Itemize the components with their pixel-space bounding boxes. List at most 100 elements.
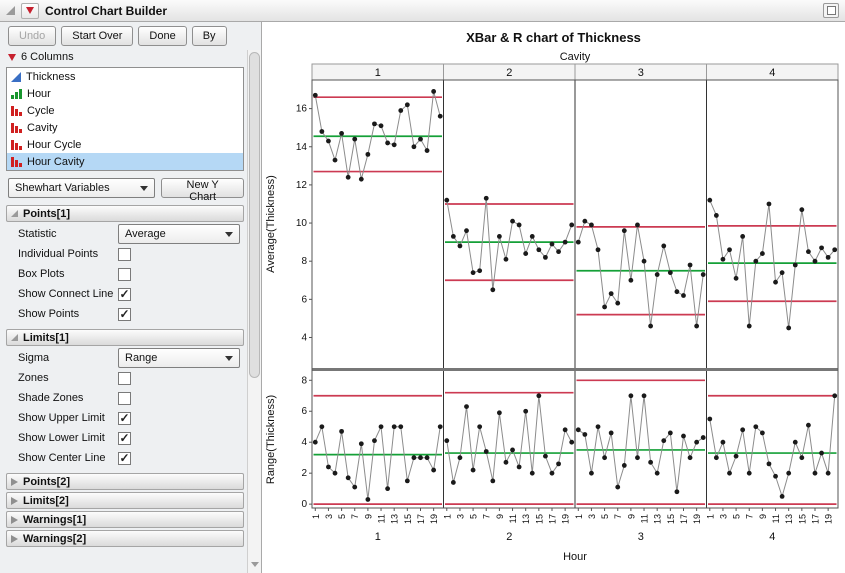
column-item-cavity[interactable]: Cavity — [7, 119, 243, 136]
data-point — [700, 435, 706, 440]
undo-button[interactable]: Undo — [8, 26, 57, 46]
expand-triangle-icon[interactable] — [11, 477, 18, 486]
column-item-hour-cycle[interactable]: Hour Cycle — [7, 136, 243, 153]
plot-frame — [311, 79, 839, 509]
connect-line — [709, 395, 836, 499]
section-limits-2: Limits[2] — [6, 492, 244, 509]
data-point — [707, 416, 713, 422]
x-tick-label: 1 — [574, 514, 584, 519]
chart-type-select[interactable]: Shewhart Variables — [8, 178, 156, 198]
window-disclosure-triangle-icon[interactable] — [6, 6, 15, 15]
data-point — [365, 497, 371, 502]
x-tick-label: 3 — [718, 514, 728, 519]
checkbox-individual-points[interactable] — [118, 247, 131, 261]
x-tick-label: 3 — [587, 514, 597, 519]
expand-triangle-icon[interactable] — [11, 496, 18, 505]
data-point — [483, 195, 489, 201]
statistic-select[interactable]: Average — [118, 224, 240, 244]
collapse-triangle-icon[interactable] — [11, 210, 18, 217]
column-item-hour[interactable]: Hour — [7, 85, 243, 102]
section-header-warnings-1[interactable]: Warnings[1] — [6, 511, 244, 528]
data-point — [477, 424, 483, 430]
collapse-triangle-icon[interactable] — [11, 334, 18, 341]
data-point — [720, 256, 726, 262]
section-title: Points[2] — [23, 475, 71, 488]
checkbox-box-plots[interactable] — [118, 267, 131, 281]
check-icon: ✓ — [119, 451, 130, 465]
dock-icon — [826, 6, 836, 15]
start-over-button[interactable]: Start Over — [61, 26, 134, 46]
red-triangle-menu-button[interactable] — [21, 2, 39, 19]
expand-triangle-icon[interactable] — [11, 534, 18, 543]
section-limits-1: Limits[1] Sigma Range Zones Shade Zones Show … — [6, 329, 244, 471]
data-point — [595, 424, 601, 430]
control-row-show-center-line: Show Center Line ✓ — [6, 448, 244, 468]
data-point — [615, 484, 621, 490]
y-tick-label: 4 — [301, 332, 307, 343]
checkbox-show-lower-limit[interactable]: ✓ — [118, 431, 131, 445]
x-tick-label: 9 — [758, 514, 768, 519]
x-tick-label: 7 — [745, 514, 755, 519]
dock-window-button[interactable] — [823, 3, 839, 18]
section-body: Sigma Range Zones Shade Zones Show Upper Lim… — [6, 346, 244, 471]
data-point — [582, 432, 588, 437]
section-header-limits-2[interactable]: Limits[2] — [6, 492, 244, 509]
individual-points-label: Individual Points — [18, 248, 99, 260]
window-title: Control Chart Builder — [45, 3, 167, 18]
data-point — [444, 438, 450, 444]
sections-container: Points[1] Statistic Average Individual Poin… — [6, 205, 244, 547]
scroll-down-button[interactable] — [248, 558, 261, 571]
section-header-points-1[interactable]: Points[1] — [6, 205, 244, 222]
data-point — [759, 430, 765, 436]
new-y-chart-button[interactable]: New Y Chart — [161, 178, 244, 203]
control-row-sigma: Sigma Range — [6, 348, 244, 368]
data-point — [352, 484, 358, 490]
show-upper-limit-label: Show Upper Limit — [18, 412, 105, 424]
group-header-label: 1 — [375, 67, 381, 79]
group-label: 1 — [375, 531, 381, 543]
checkbox-show-points[interactable]: ✓ — [118, 307, 131, 321]
data-point — [523, 408, 529, 414]
data-point — [825, 254, 831, 260]
column-item-cycle[interactable]: Cycle — [7, 102, 243, 119]
selected-value: Range — [125, 352, 158, 364]
data-point — [365, 151, 371, 157]
y-axis-label: Average(Thickness) — [265, 175, 277, 273]
checkbox-shade-zones[interactable] — [118, 391, 131, 405]
x-tick-label: 19 — [692, 514, 702, 524]
section-header-warnings-2[interactable]: Warnings[2] — [6, 530, 244, 547]
sigma-select[interactable]: Range — [118, 348, 240, 368]
section-warnings-2: Warnings[2] — [6, 530, 244, 547]
checkbox-show-connect-line[interactable]: ✓ — [118, 287, 131, 301]
connect-line — [709, 199, 836, 329]
data-point — [694, 323, 700, 329]
columns-red-triangle-icon[interactable] — [8, 53, 16, 61]
section-header-points-2[interactable]: Points[2] — [6, 473, 244, 490]
scrollbar-thumb[interactable] — [249, 52, 260, 379]
checkbox-show-upper-limit[interactable]: ✓ — [118, 411, 131, 425]
data-point — [437, 424, 443, 430]
expand-triangle-icon[interactable] — [11, 515, 18, 524]
section-title: Limits[1] — [23, 331, 69, 344]
x-tick-label: 13 — [784, 514, 794, 524]
checkbox-zones[interactable] — [118, 371, 131, 385]
column-item-thickness[interactable]: Thickness — [7, 68, 243, 85]
show-center-line-label: Show Center Line — [18, 452, 106, 464]
data-point — [759, 251, 765, 256]
column-item-hour-cavity[interactable]: Hour Cavity — [7, 153, 243, 170]
data-point — [589, 222, 594, 228]
by-button[interactable]: By — [191, 26, 227, 46]
y-tick-label: 6 — [301, 294, 307, 305]
data-point — [385, 486, 391, 492]
y-tick-label: 2 — [301, 468, 307, 479]
x-tick-label: 3 — [455, 514, 465, 519]
section-header-limits-1[interactable]: Limits[1] — [6, 329, 244, 346]
x-tick-label: 1 — [311, 514, 321, 519]
nominal-column-icon — [11, 105, 22, 116]
done-button[interactable]: Done — [138, 26, 187, 46]
data-point — [470, 467, 476, 473]
sidebar-scrollbar[interactable] — [247, 50, 261, 573]
check-icon: ✓ — [119, 431, 130, 445]
checkbox-show-center-line[interactable]: ✓ — [118, 451, 131, 465]
